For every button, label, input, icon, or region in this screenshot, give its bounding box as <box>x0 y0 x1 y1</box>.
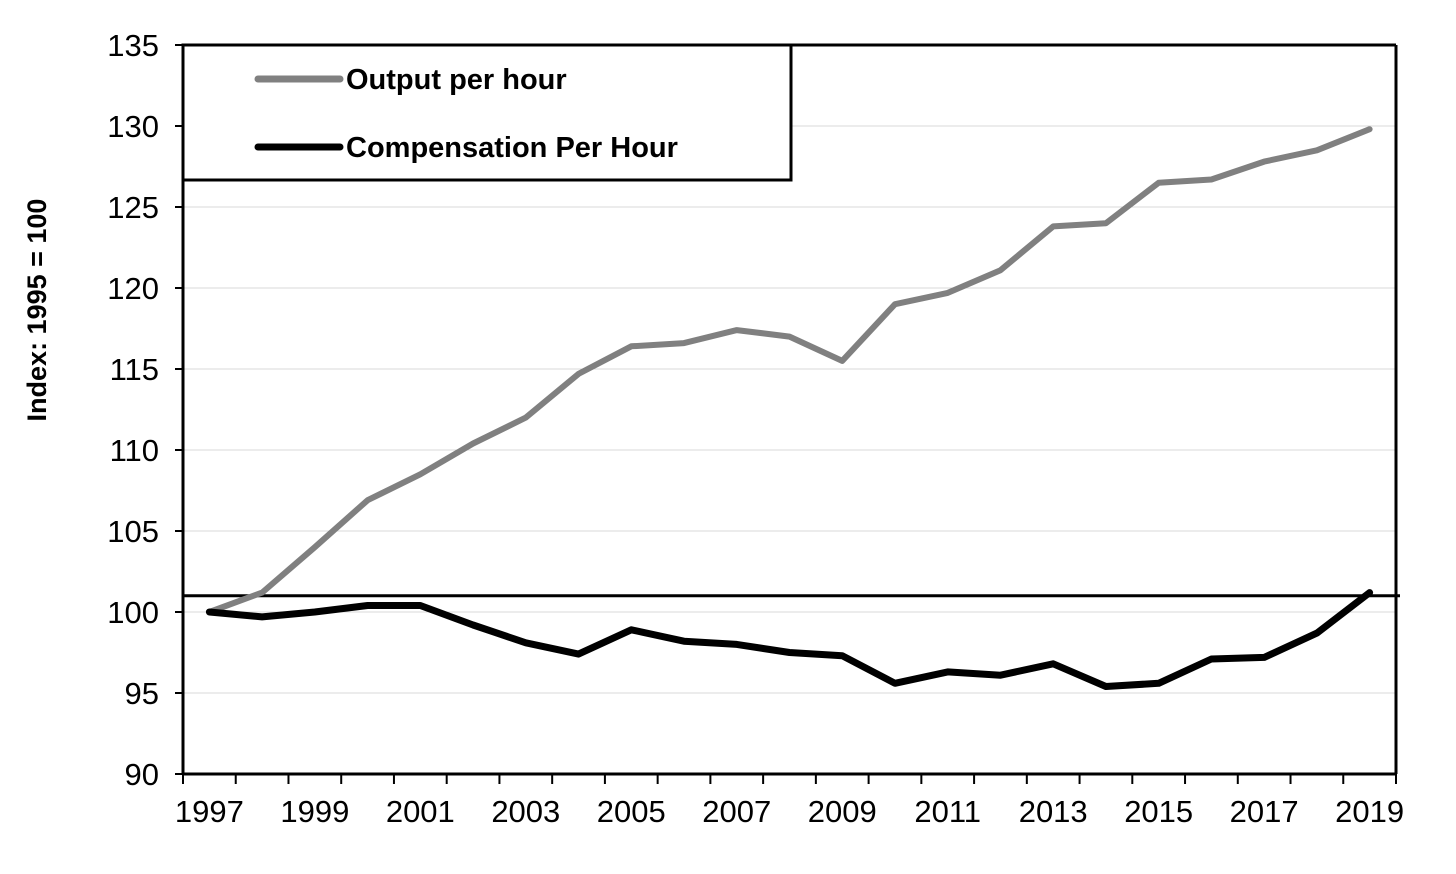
y-tick-label: 135 <box>107 28 159 63</box>
axes: 90 95 100 105 110 115 120 125 130 135 1997 1999 2001… <box>107 28 1404 829</box>
x-tick-label: 2005 <box>597 794 666 829</box>
x-tick-label: 2015 <box>1124 794 1193 829</box>
series-layer <box>205 126 1374 690</box>
x-tick-label: 2011 <box>914 794 981 829</box>
x-tick-label: 1999 <box>280 794 349 829</box>
y-tick-label: 105 <box>107 514 159 549</box>
y-tick-label: 95 <box>125 676 159 711</box>
series-line-output-per-hour <box>206 126 1373 615</box>
legend-box <box>181 43 793 182</box>
y-tick-label: 130 <box>107 109 159 144</box>
y-tick-label: 120 <box>107 271 159 306</box>
x-tick-label: 2013 <box>1019 794 1088 829</box>
x-tick-label: 2007 <box>702 794 771 829</box>
y-tick-label: 115 <box>110 352 159 387</box>
legend-label-compensation-per-hour: Compensation Per Hour <box>346 132 678 164</box>
x-tick-label: 2019 <box>1335 794 1404 829</box>
x-tick-label: 1997 <box>175 794 244 829</box>
y-tick-label: 125 <box>107 190 159 225</box>
x-tick-label: 2003 <box>491 794 560 829</box>
series-line-compensation-per-hour <box>205 589 1374 690</box>
y-tick-label: 110 <box>110 433 159 468</box>
x-tick-label: 2001 <box>386 794 455 829</box>
y-axis-label: Index: 1995 = 100 <box>22 199 52 422</box>
legend-label-output-per-hour: Output per hour <box>346 64 567 96</box>
legend: Output per hour Compensation Per Hour <box>181 43 793 182</box>
y-tick-label: 90 <box>125 757 159 792</box>
y-tick-label: 100 <box>107 595 159 630</box>
x-tick-label: 2009 <box>808 794 877 829</box>
x-tick-label: 2017 <box>1230 794 1299 829</box>
